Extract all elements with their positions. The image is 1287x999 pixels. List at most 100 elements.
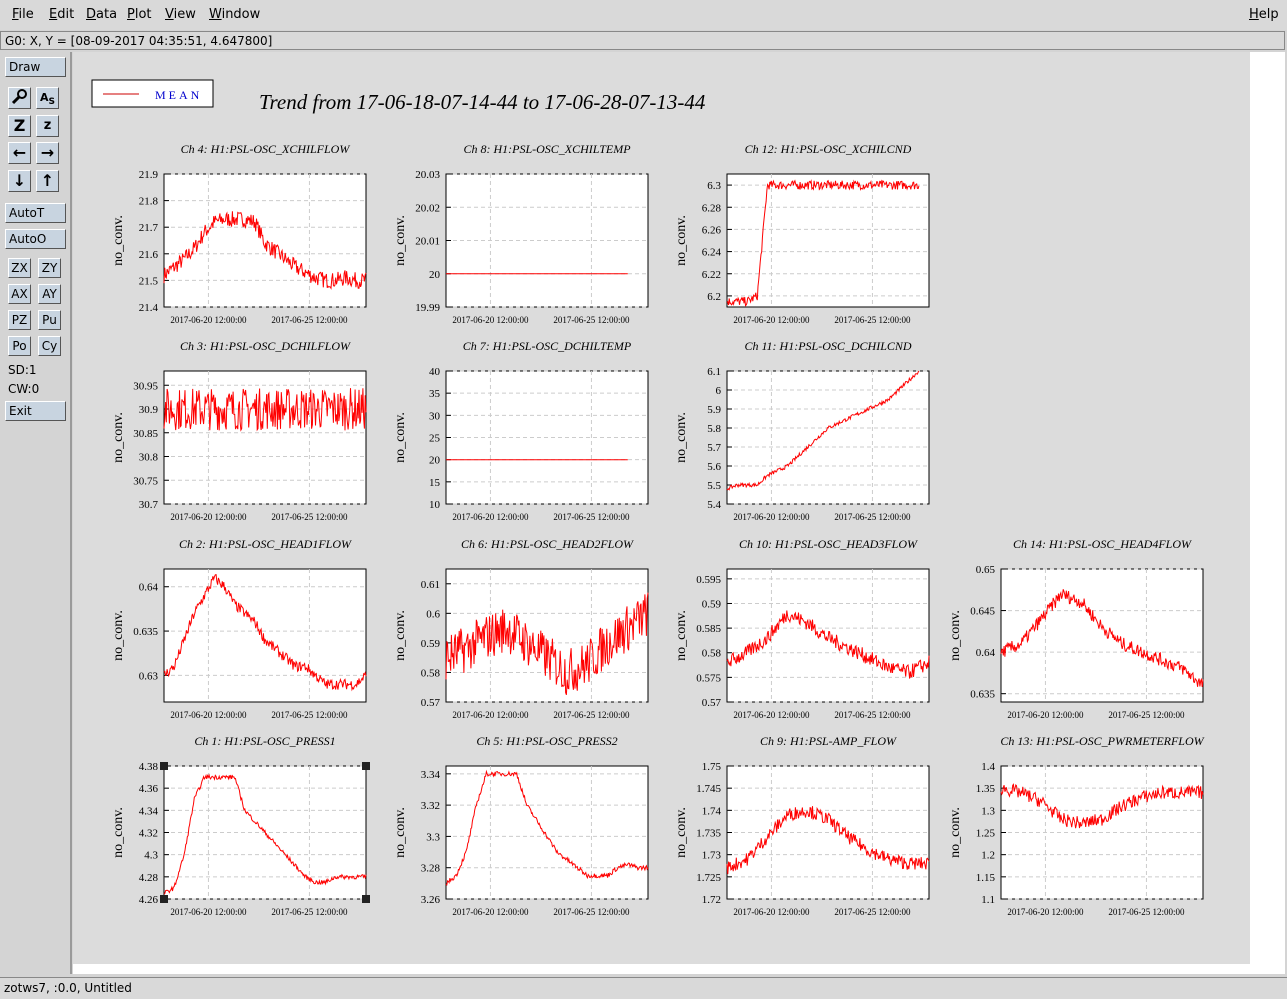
y-tick-label: 21.9 xyxy=(139,169,159,181)
chart-14[interactable]: Ch 13: H1:PSL-OSC_PWRMETERFLOW no_conv. 1.… xyxy=(948,734,1205,917)
menu-data[interactable]: Data xyxy=(86,7,118,22)
tool-sidebar: Draw AS Z z ← → ↓ ↑ AutoT AutoO ZX ZY AX… xyxy=(0,52,72,974)
x-tick-label: 2017-06-20 12:00:00 xyxy=(733,907,810,917)
y-tick-label: 1.2 xyxy=(981,850,995,862)
chart-3[interactable]: Ch 12: H1:PSL-OSC_XCHILCND no_conv. 6.3 6.2… xyxy=(674,142,930,325)
selection-handle[interactable] xyxy=(362,895,370,903)
menu-view[interactable]: View xyxy=(165,7,196,22)
y-axis-label: no_conv. xyxy=(111,215,126,266)
chart-title: Ch 2: H1:PSL-OSC_HEAD1FLOW xyxy=(179,537,352,551)
y-axis-label: no_conv. xyxy=(393,412,408,463)
chart-8[interactable]: Ch 6: H1:PSL-OSC_HEAD2FLOW no_conv. 0.61 0.… xyxy=(393,537,649,720)
zoom-z-small-icon[interactable]: z xyxy=(36,115,59,137)
chart-9[interactable]: Ch 10: H1:PSL-OSC_HEAD3FLOW no_conv. 0.595… xyxy=(674,537,930,720)
series-line xyxy=(445,769,649,886)
draw-button[interactable]: Draw xyxy=(5,57,66,77)
chart-10[interactable]: Ch 14: H1:PSL-OSC_HEAD4FLOW no_conv. 0.65 0… xyxy=(948,537,1204,720)
arrow-down-icon[interactable]: ↓ xyxy=(8,170,31,192)
ax-button[interactable]: AX xyxy=(8,284,31,304)
y-tick-label: 30.9 xyxy=(139,404,159,416)
selection-handle[interactable] xyxy=(160,762,168,770)
y-tick-label: 1.735 xyxy=(696,828,721,840)
y-tick-label: 1.35 xyxy=(976,783,996,795)
autoo-button[interactable]: AutoO xyxy=(5,229,66,249)
y-tick-label: 21.6 xyxy=(139,249,159,261)
y-tick-label: 20.01 xyxy=(415,236,440,248)
series-line xyxy=(445,592,649,695)
y-axis-label: no_conv. xyxy=(111,412,126,463)
sd-indicator: SD:1 xyxy=(8,363,37,377)
chart-title: Ch 8: H1:PSL-OSC_XCHILTEMP xyxy=(463,142,631,156)
series-line xyxy=(163,388,367,432)
menu-bar: File Edit Data Plot View Window Help xyxy=(0,0,1287,30)
menu-help[interactable]: Help xyxy=(1249,7,1279,22)
plot-canvas[interactable]: MEAN Trend from 17-06-18-07-14-44 to 17-… xyxy=(73,52,1285,974)
series-line xyxy=(1000,783,1204,829)
y-tick-label: 30.75 xyxy=(133,475,158,487)
chart-1[interactable]: Ch 4: H1:PSL-OSC_XCHILFLOW no_conv. 21.9 21… xyxy=(111,142,367,325)
arrow-up-icon[interactable]: ↑ xyxy=(36,170,59,192)
po-button[interactable]: Po xyxy=(8,336,31,356)
arrow-right-icon[interactable]: → xyxy=(36,142,59,164)
legend-label: MEAN xyxy=(155,88,202,102)
chart-5[interactable]: Ch 7: H1:PSL-OSC_DCHILTEMP no_conv. 40 35 30… xyxy=(393,339,649,522)
y-tick-label: 6.28 xyxy=(702,202,722,214)
y-tick-label: 3.34 xyxy=(421,769,441,781)
series-line xyxy=(726,806,930,875)
pu-button[interactable]: Pu xyxy=(38,310,61,330)
menu-file[interactable]: File xyxy=(12,7,34,22)
x-tick-label: 2017-06-20 12:00:00 xyxy=(733,315,810,325)
chart-12[interactable]: Ch 5: H1:PSL-OSC_PRESS2 no_conv. 3.34 3.32 3… xyxy=(393,734,649,917)
y-tick-label: 0.63 xyxy=(139,670,159,682)
y-tick-label: 6.2 xyxy=(707,291,721,303)
y-axis-label: no_conv. xyxy=(111,610,126,661)
y-tick-label: 0.595 xyxy=(696,574,721,586)
y-tick-label: 5.7 xyxy=(707,442,721,454)
y-tick-label: 0.59 xyxy=(702,598,722,610)
chart-title: Ch 12: H1:PSL-OSC_XCHILCND xyxy=(745,142,912,156)
pz-button[interactable]: PZ xyxy=(8,310,31,330)
zoom-z-big-icon[interactable]: Z xyxy=(8,115,31,137)
y-tick-label: 30.85 xyxy=(133,428,158,440)
menu-plot[interactable]: Plot xyxy=(127,7,152,22)
status-bar: zotws7, :0.0, Untitled xyxy=(0,977,1287,999)
chart-title: Ch 3: H1:PSL-OSC_DCHILFLOW xyxy=(180,339,351,353)
autot-button[interactable]: AutoT xyxy=(5,203,66,223)
y-tick-label: 30.8 xyxy=(139,452,159,464)
chart-11[interactable]: Ch 1: H1:PSL-OSC_PRESS1 no_conv. 4.38 4.36 4… xyxy=(111,734,367,917)
y-tick-label: 0.58 xyxy=(421,667,441,679)
arrow-left-icon[interactable]: ← xyxy=(8,142,31,164)
menu-window[interactable]: Window xyxy=(209,7,261,22)
text-label-icon[interactable]: AS xyxy=(36,87,59,109)
y-tick-label: 0.635 xyxy=(133,626,158,638)
x-tick-label: 2017-06-20 12:00:00 xyxy=(170,315,247,325)
y-tick-label: 6.3 xyxy=(707,180,721,192)
y-tick-label: 1.74 xyxy=(702,805,722,817)
chart-7[interactable]: Ch 2: H1:PSL-OSC_HEAD1FLOW no_conv. 0.64 0.… xyxy=(111,537,367,720)
zoom-magnifier-icon[interactable] xyxy=(8,87,31,109)
y-tick-label: 20.03 xyxy=(415,169,440,181)
y-tick-label: 4.38 xyxy=(139,761,159,773)
zx-button[interactable]: ZX xyxy=(8,258,31,278)
selection-handle[interactable] xyxy=(160,895,168,903)
y-tick-label: 4.28 xyxy=(139,872,159,884)
y-tick-label: 0.57 xyxy=(702,697,722,709)
menu-edit[interactable]: Edit xyxy=(49,7,75,22)
exit-button[interactable]: Exit xyxy=(5,401,66,421)
chart-2[interactable]: Ch 8: H1:PSL-OSC_XCHILTEMP no_conv. 20.03 2… xyxy=(393,142,649,325)
series-line xyxy=(163,773,367,895)
chart-6[interactable]: Ch 11: H1:PSL-OSC_DCHILCND no_conv. 6.1 6 5.… xyxy=(674,339,930,522)
chart-4[interactable]: Ch 3: H1:PSL-OSC_DCHILFLOW no_conv. 30.95 3… xyxy=(111,339,367,522)
selection-handle[interactable] xyxy=(362,762,370,770)
series-line xyxy=(726,610,930,679)
ay-button[interactable]: AY xyxy=(38,284,61,304)
y-tick-label: 6.22 xyxy=(702,269,721,281)
y-tick-label: 4.26 xyxy=(139,894,159,906)
zy-button[interactable]: ZY xyxy=(38,258,61,278)
chart-13[interactable]: Ch 9: H1:PSL-AMP_FLOW no_conv. 1.75 1.745 1.… xyxy=(674,734,930,917)
y-tick-label: 5.9 xyxy=(707,404,721,416)
series-line xyxy=(1000,589,1204,688)
cy-button[interactable]: Cy xyxy=(38,336,61,356)
series-line xyxy=(163,211,367,290)
y-axis-label: no_conv. xyxy=(674,412,689,463)
